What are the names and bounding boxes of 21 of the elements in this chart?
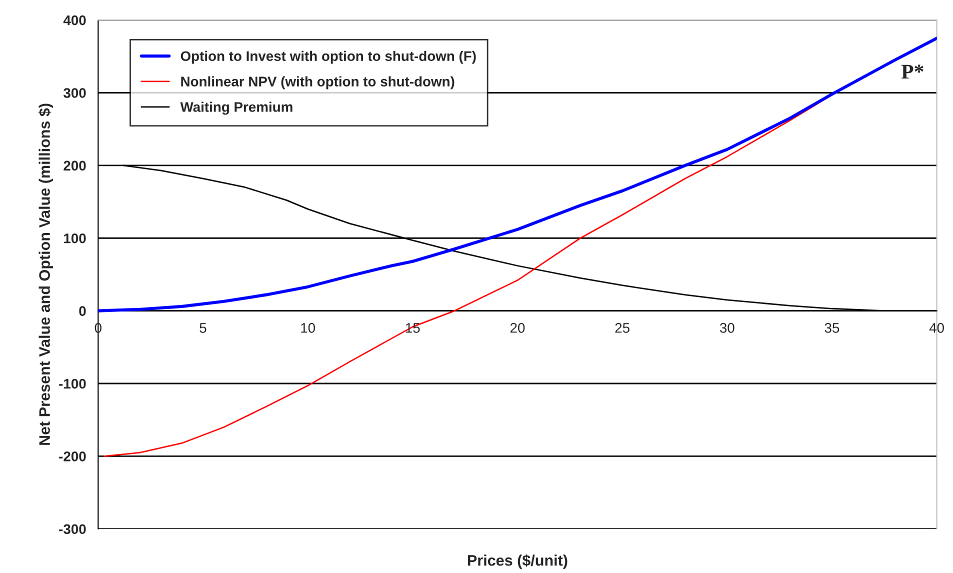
x-axis-title: Prices ($/unit) (468, 554, 568, 569)
y-tick-label: -100 (59, 378, 86, 389)
y-tick-label: 0 (79, 306, 86, 316)
x-tick-label: 5 (200, 323, 206, 333)
y-tick-label: 200 (64, 160, 86, 171)
annotation: P* (901, 64, 924, 78)
x-tick-label: 10 (301, 322, 315, 333)
x-tick-label: 25 (615, 322, 630, 333)
legend-label: Option to Invest with option to shut-down (F) (180, 50, 476, 64)
y-axis-title: Net Present Value and Option Value (millions $) (38, 104, 54, 445)
x-tick-label: 35 (824, 322, 840, 333)
x-tick-label: 30 (720, 322, 734, 333)
y-tick-label: 100 (64, 233, 86, 244)
x-tick-label: 40 (929, 322, 944, 333)
legend-label: Waiting Premium (180, 102, 292, 115)
y-tick-label: -300 (59, 524, 86, 534)
legend-label: Nonlinear NPV (with option to shut-down) (181, 76, 454, 90)
x-tick-label: 20 (510, 322, 525, 333)
y-tick-label: 300 (64, 88, 86, 98)
y-tick-label: -200 (59, 452, 86, 462)
y-tick-label: 400 (63, 15, 86, 26)
